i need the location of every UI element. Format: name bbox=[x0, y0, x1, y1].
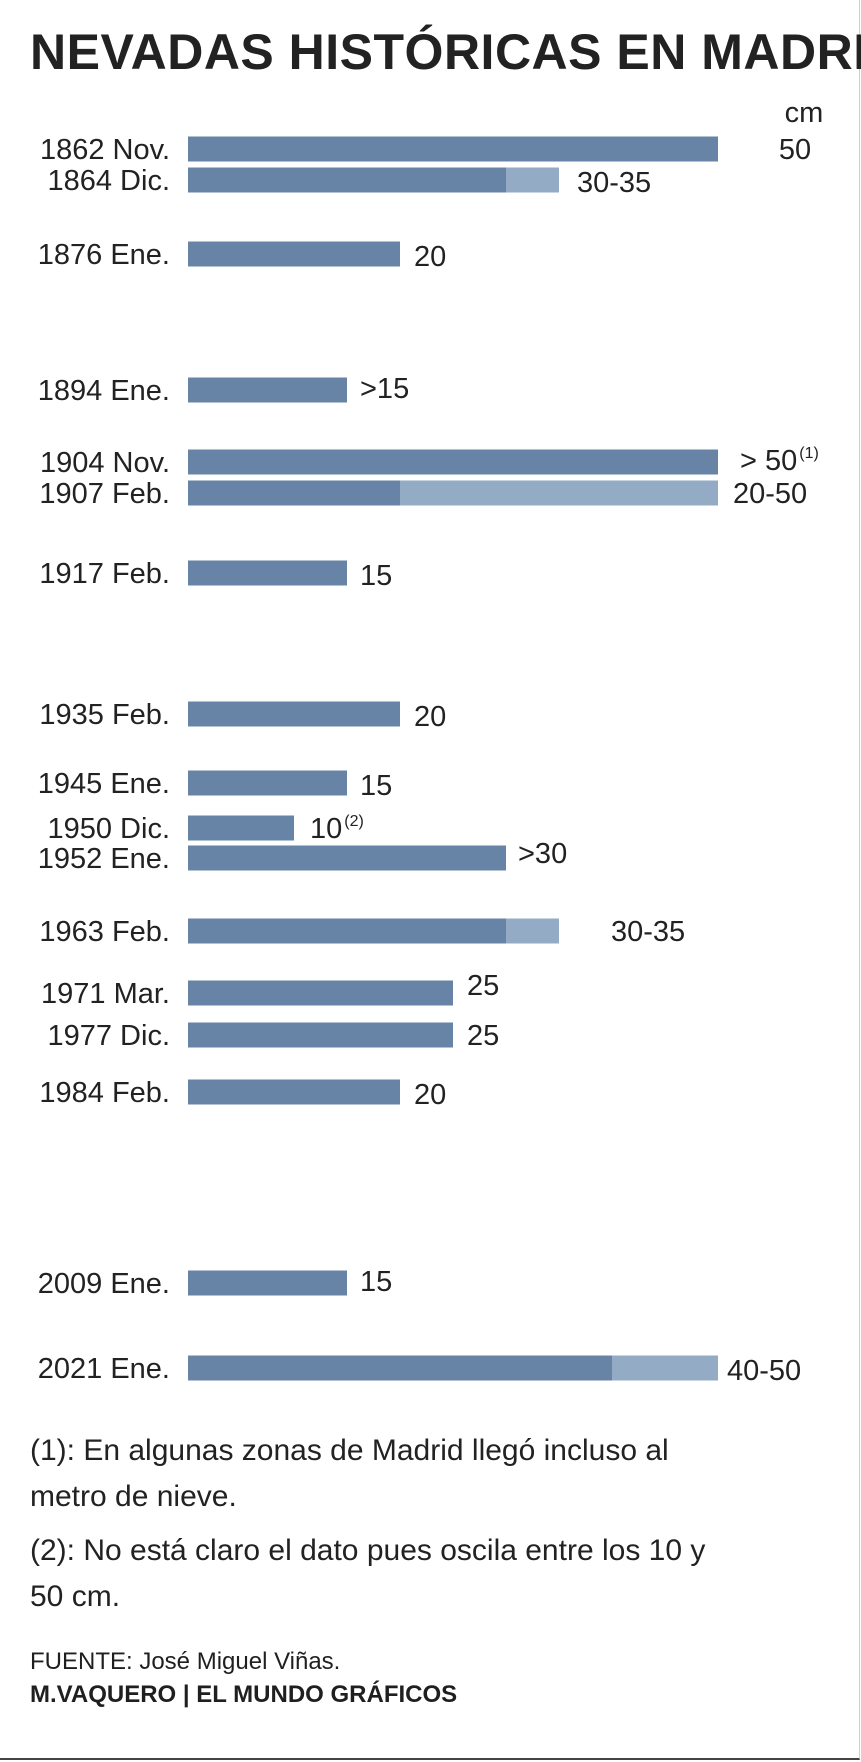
bar-minimum bbox=[188, 770, 347, 796]
bar-minimum bbox=[188, 1270, 347, 1296]
footnote-ref: (2) bbox=[344, 813, 364, 830]
bar-minimum bbox=[188, 980, 453, 1006]
category-label: 1862 Nov. bbox=[40, 134, 170, 166]
bar-minimum bbox=[188, 918, 506, 944]
bar-minimum bbox=[188, 560, 347, 586]
category-label: 1894 Ene. bbox=[38, 375, 170, 407]
bar-range bbox=[506, 918, 559, 944]
bar-minimum bbox=[188, 377, 347, 403]
bar-minimum bbox=[188, 241, 400, 267]
category-label: 1876 Ene. bbox=[38, 239, 170, 271]
bar-minimum bbox=[188, 1355, 612, 1381]
bar-minimum bbox=[188, 1022, 453, 1048]
bar-range bbox=[612, 1355, 718, 1381]
value-label: >30 bbox=[518, 838, 567, 870]
footnote-ref: (1) bbox=[799, 445, 819, 462]
value-label: 20 bbox=[414, 241, 446, 273]
category-label: 1917 Feb. bbox=[39, 558, 170, 590]
category-label: 1977 Dic. bbox=[47, 1020, 170, 1052]
category-label: 2021 Ene. bbox=[38, 1353, 170, 1385]
chart-title: NEVADAS HISTÓRICAS EN MADRID bbox=[30, 24, 861, 80]
value-label: 25 bbox=[467, 1020, 499, 1052]
bar-minimum bbox=[188, 167, 506, 193]
value-label: 50 bbox=[779, 134, 811, 166]
category-label: 1907 Feb. bbox=[39, 478, 170, 510]
footnote-2: (2): No está claro el dato pues oscila e… bbox=[30, 1534, 706, 1613]
category-label: 2009 Ene. bbox=[38, 1268, 170, 1300]
bar-minimum bbox=[188, 1079, 400, 1105]
category-label: 1950 Dic. bbox=[47, 813, 170, 845]
bar-minimum bbox=[188, 136, 718, 162]
bar-minimum bbox=[188, 480, 400, 506]
category-label: 1963 Feb. bbox=[39, 916, 170, 948]
value-label: 20 bbox=[414, 701, 446, 733]
category-label: 1952 Ene. bbox=[38, 843, 170, 875]
bar-range bbox=[400, 480, 718, 506]
bar-range bbox=[506, 167, 559, 193]
footnote-1: (1): En algunas zonas de Madrid llegó in… bbox=[30, 1434, 669, 1513]
unit-label: cm bbox=[785, 97, 824, 129]
value-label: >15 bbox=[360, 373, 409, 405]
value-label: 10 (2) bbox=[310, 813, 364, 845]
value-label: 40-50 bbox=[727, 1355, 801, 1387]
bar-minimum bbox=[188, 701, 400, 727]
category-label: 1935 Feb. bbox=[39, 699, 170, 731]
value-label: 15 bbox=[360, 560, 392, 592]
value-label: 30-35 bbox=[611, 916, 685, 948]
value-label: 25 bbox=[467, 970, 499, 1002]
value-label: 30-35 bbox=[577, 167, 651, 199]
category-label: 1984 Feb. bbox=[39, 1077, 170, 1109]
value-label: > 50 (1) bbox=[740, 445, 819, 477]
credit-line: M.VAQUERO | EL MUNDO GRÁFICOS bbox=[30, 1681, 458, 1708]
bar-minimum bbox=[188, 845, 506, 871]
category-label: 1971 Mar. bbox=[41, 978, 170, 1010]
category-label: 1864 Dic. bbox=[47, 165, 170, 197]
value-label: 20 bbox=[414, 1079, 446, 1111]
bar-chart: cm 1862 Nov. 50 1864 Dic. 30-35 1876 Ene. 20 1… bbox=[38, 97, 824, 1387]
category-label: 1904 Nov. bbox=[40, 447, 170, 479]
bar-minimum bbox=[188, 449, 718, 475]
bar-minimum bbox=[188, 815, 294, 841]
category-label: 1945 Ene. bbox=[38, 768, 170, 800]
source-line: FUENTE: José Miguel Viñas. bbox=[30, 1648, 341, 1675]
value-label: 15 bbox=[360, 1266, 392, 1298]
value-label: 20-50 bbox=[733, 478, 807, 510]
value-label: 15 bbox=[360, 770, 392, 802]
